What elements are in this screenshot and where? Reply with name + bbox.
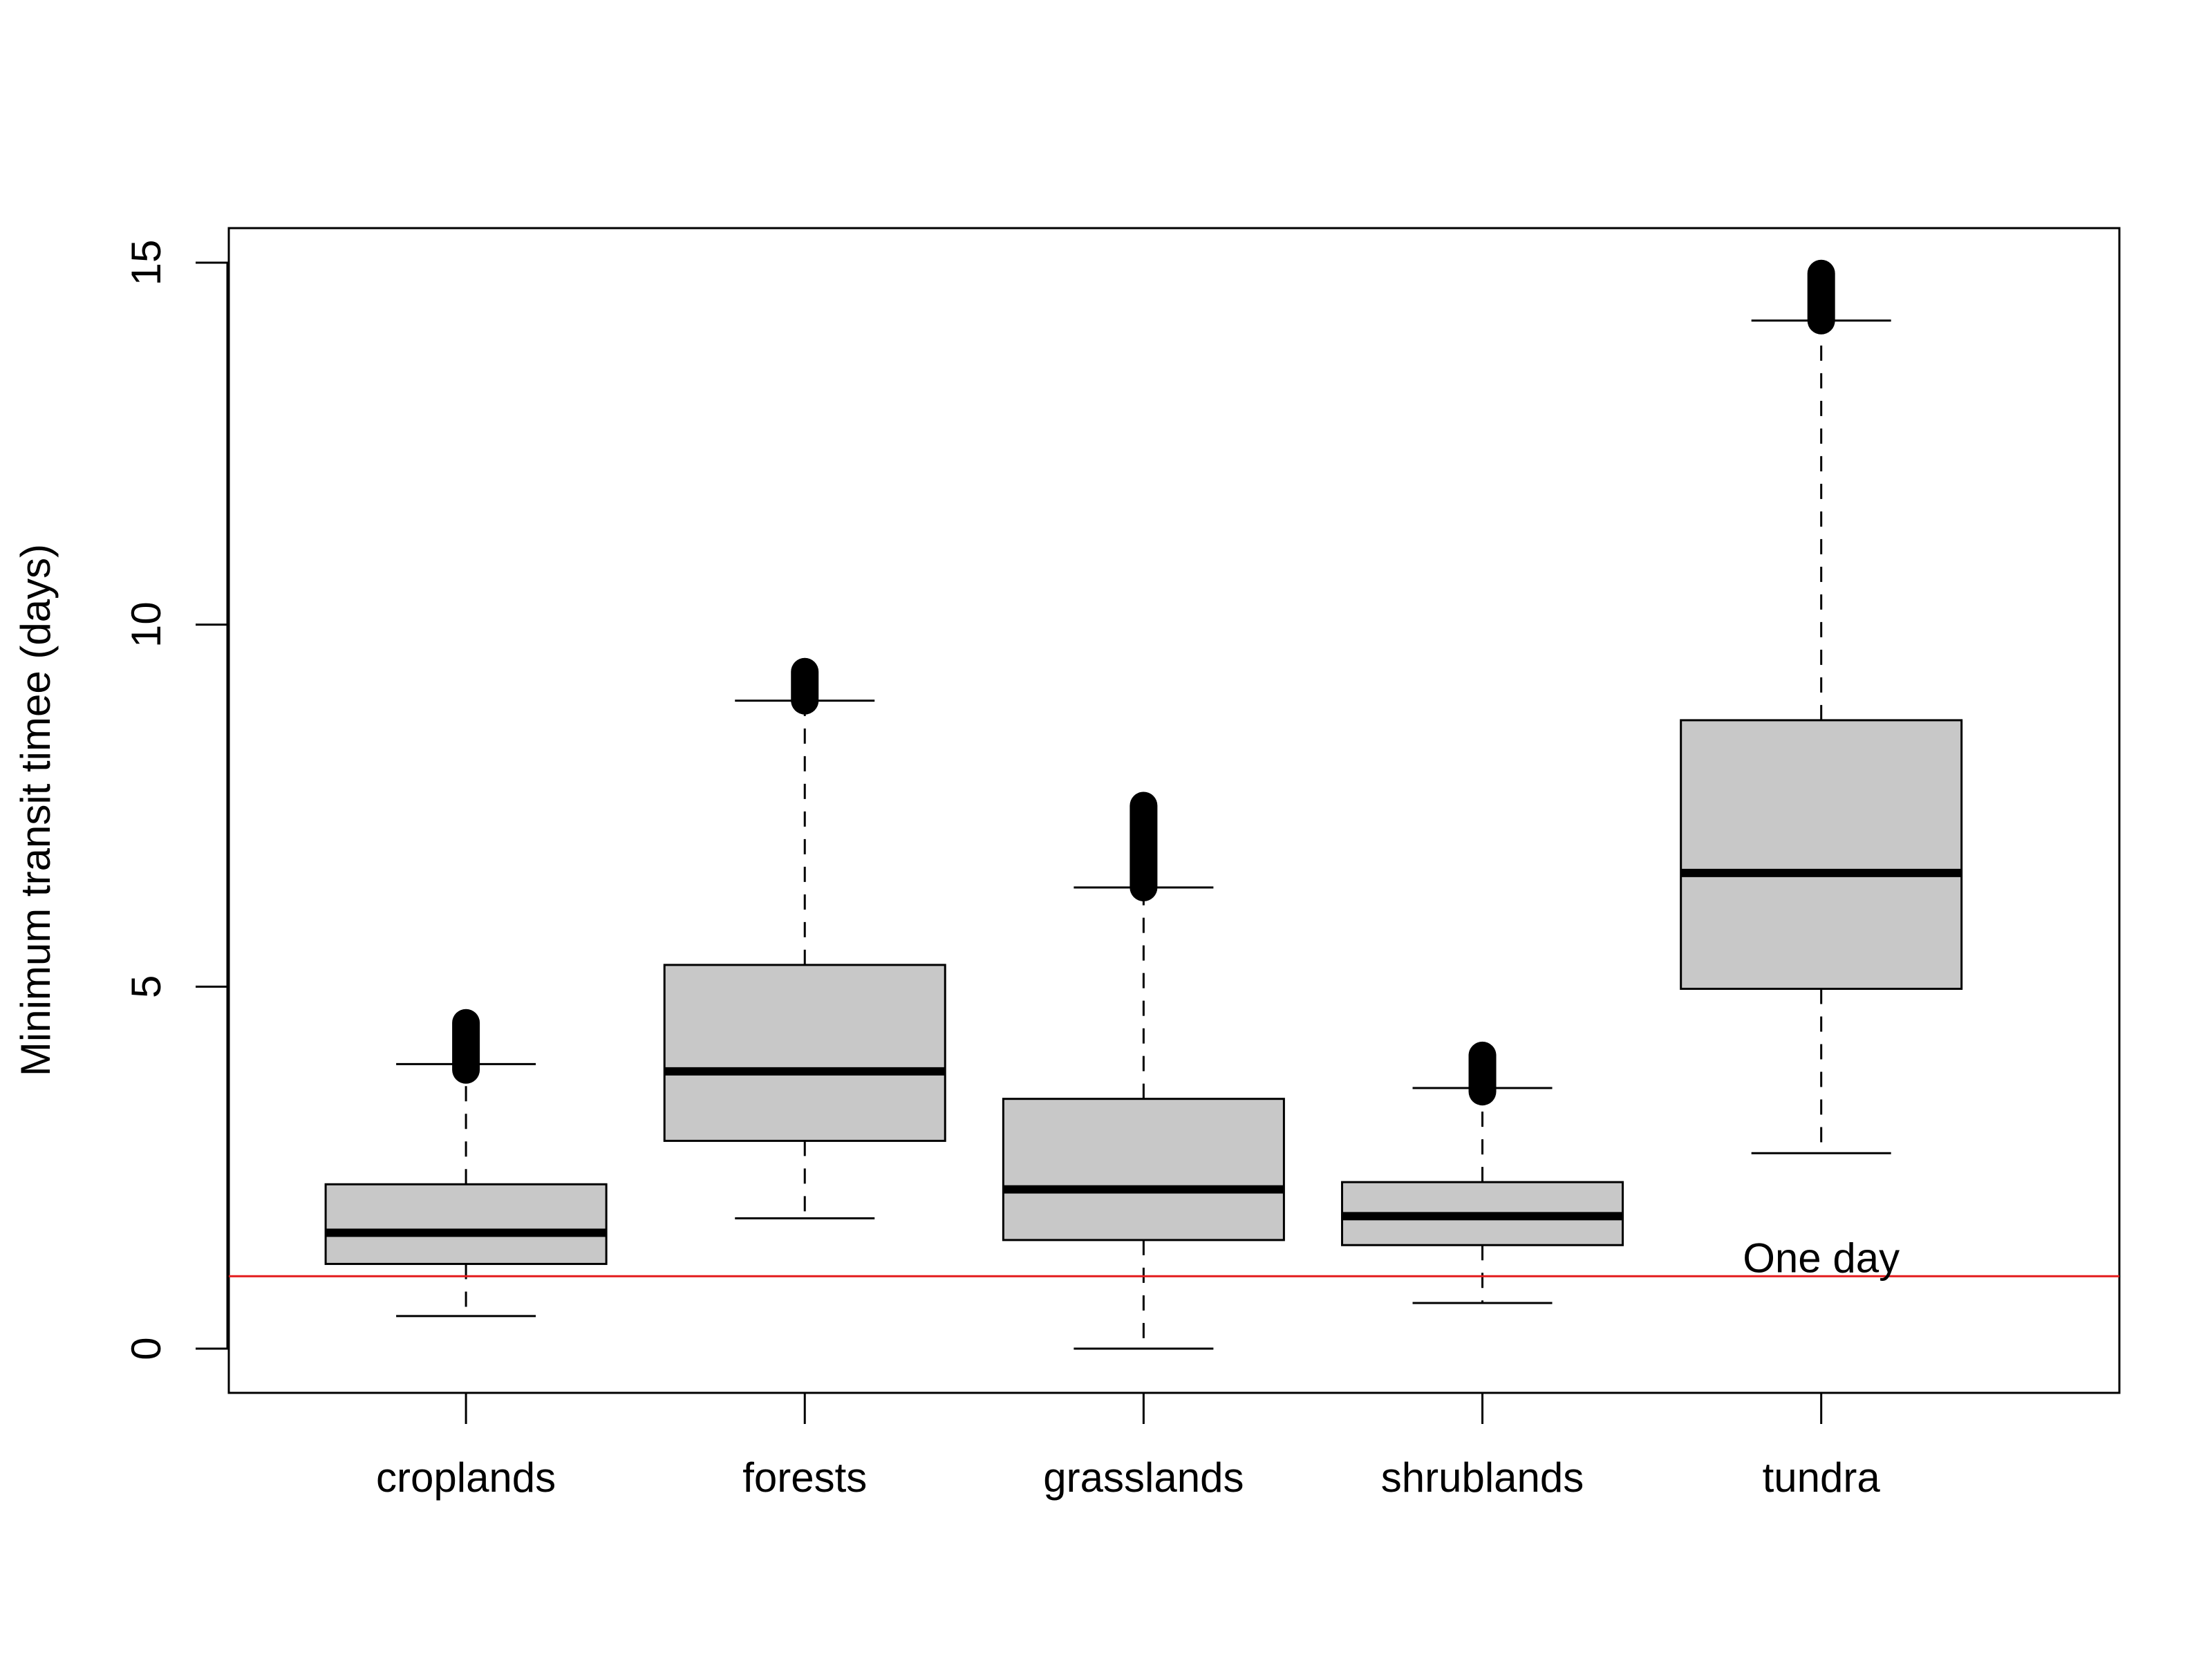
iqr-box-forests	[663, 964, 946, 1142]
y-axis-label: Minimum transit timee (days)	[12, 544, 59, 1076]
iqr-box-croplands	[324, 1183, 608, 1265]
x-tick-label-forests: forests	[742, 1454, 867, 1501]
x-axis: croplands forests grasslands shrublands tund…	[376, 1393, 1880, 1501]
y-tick-label-5: 5	[123, 975, 169, 998]
reference-line-label: One day	[1743, 1235, 1900, 1281]
box-group	[324, 259, 1963, 1350]
y-axis: 0 5 10 15	[123, 240, 229, 1360]
box-shrublands	[1341, 1041, 1624, 1304]
x-tick-label-grasslands: grasslands	[1043, 1454, 1244, 1501]
iqr-box-tundra	[1680, 719, 1963, 990]
box-croplands	[324, 1009, 608, 1318]
reference-line-group: One day	[229, 1235, 2119, 1281]
box-grasslands	[1002, 791, 1285, 1350]
y-tick-label-15: 15	[123, 240, 169, 286]
plot-frame	[227, 227, 2121, 1394]
y-tick-label-0: 0	[123, 1337, 169, 1360]
x-tick-label-tundra: tundra	[1763, 1454, 1881, 1501]
box-forests	[663, 657, 946, 1219]
x-tick-label-croplands: croplands	[376, 1454, 556, 1501]
x-tick-label-shrublands: shrublands	[1381, 1454, 1584, 1501]
box-tundra	[1680, 259, 1963, 1154]
iqr-box-grasslands	[1002, 1098, 1285, 1241]
y-tick-label-10: 10	[123, 601, 169, 648]
